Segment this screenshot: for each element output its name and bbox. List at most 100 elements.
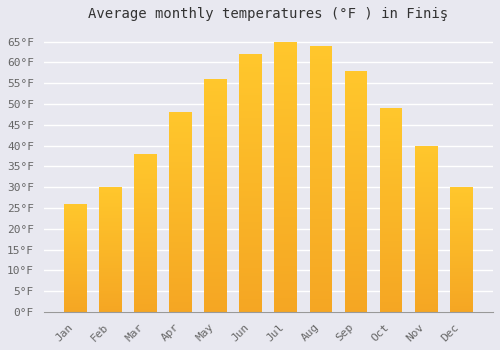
Bar: [415, 232, 438, 234]
Bar: [415, 307, 438, 309]
Bar: [99, 271, 122, 272]
Bar: [99, 267, 122, 268]
Bar: [134, 257, 157, 258]
Bar: [204, 88, 227, 91]
Bar: [134, 157, 157, 159]
Bar: [310, 131, 332, 134]
Bar: [64, 288, 87, 289]
Bar: [310, 141, 332, 144]
Bar: [134, 304, 157, 306]
Bar: [99, 234, 122, 236]
Bar: [240, 260, 262, 263]
Bar: [344, 179, 368, 182]
Bar: [310, 86, 332, 88]
Bar: [64, 303, 87, 304]
Bar: [64, 285, 87, 286]
Bar: [415, 177, 438, 179]
Bar: [450, 215, 472, 216]
Bar: [240, 209, 262, 211]
Bar: [64, 283, 87, 284]
Bar: [415, 219, 438, 220]
Bar: [415, 275, 438, 277]
Bar: [380, 196, 402, 198]
Bar: [99, 285, 122, 286]
Bar: [380, 108, 402, 110]
Bar: [170, 274, 192, 276]
Bar: [99, 272, 122, 273]
Bar: [415, 292, 438, 294]
Bar: [204, 251, 227, 254]
Bar: [240, 131, 262, 134]
Bar: [204, 161, 227, 163]
Bar: [344, 153, 368, 155]
Bar: [415, 207, 438, 209]
Bar: [99, 251, 122, 252]
Bar: [274, 274, 297, 277]
Bar: [170, 222, 192, 224]
Bar: [274, 258, 297, 260]
Bar: [344, 117, 368, 119]
Bar: [344, 124, 368, 126]
Bar: [310, 139, 332, 141]
Bar: [240, 175, 262, 178]
Bar: [64, 278, 87, 280]
Bar: [240, 307, 262, 309]
Bar: [380, 218, 402, 220]
Bar: [274, 52, 297, 55]
Bar: [450, 247, 472, 248]
Bar: [344, 259, 368, 261]
Bar: [380, 296, 402, 298]
Bar: [415, 242, 438, 244]
Bar: [64, 269, 87, 270]
Bar: [274, 152, 297, 155]
Bar: [64, 293, 87, 294]
Bar: [204, 305, 227, 307]
Bar: [310, 78, 332, 80]
Bar: [310, 62, 332, 64]
Bar: [450, 256, 472, 257]
Bar: [170, 192, 192, 194]
Bar: [274, 188, 297, 190]
Bar: [450, 291, 472, 292]
Bar: [204, 84, 227, 86]
Bar: [415, 147, 438, 149]
Bar: [310, 253, 332, 256]
Bar: [450, 187, 472, 188]
Bar: [450, 304, 472, 306]
Bar: [450, 263, 472, 265]
Bar: [99, 287, 122, 288]
Bar: [204, 116, 227, 119]
Bar: [240, 57, 262, 59]
Bar: [170, 208, 192, 210]
Bar: [134, 171, 157, 173]
Bar: [415, 265, 438, 267]
Bar: [240, 284, 262, 286]
Bar: [415, 209, 438, 210]
Bar: [204, 107, 227, 109]
Bar: [204, 256, 227, 258]
Bar: [64, 218, 87, 219]
Bar: [204, 233, 227, 235]
Bar: [170, 268, 192, 270]
Bar: [310, 182, 332, 184]
Bar: [274, 161, 297, 163]
Bar: [240, 77, 262, 80]
Bar: [274, 198, 297, 201]
Bar: [310, 211, 332, 214]
Bar: [344, 146, 368, 148]
Bar: [170, 198, 192, 200]
Bar: [240, 116, 262, 119]
Bar: [310, 155, 332, 158]
Bar: [450, 309, 472, 311]
Bar: [64, 228, 87, 229]
Bar: [415, 194, 438, 195]
Bar: [64, 286, 87, 287]
Bar: [274, 271, 297, 274]
Bar: [310, 299, 332, 301]
Bar: [134, 243, 157, 244]
Bar: [415, 159, 438, 161]
Bar: [415, 284, 438, 285]
Bar: [344, 285, 368, 288]
Bar: [134, 212, 157, 214]
Bar: [344, 203, 368, 206]
